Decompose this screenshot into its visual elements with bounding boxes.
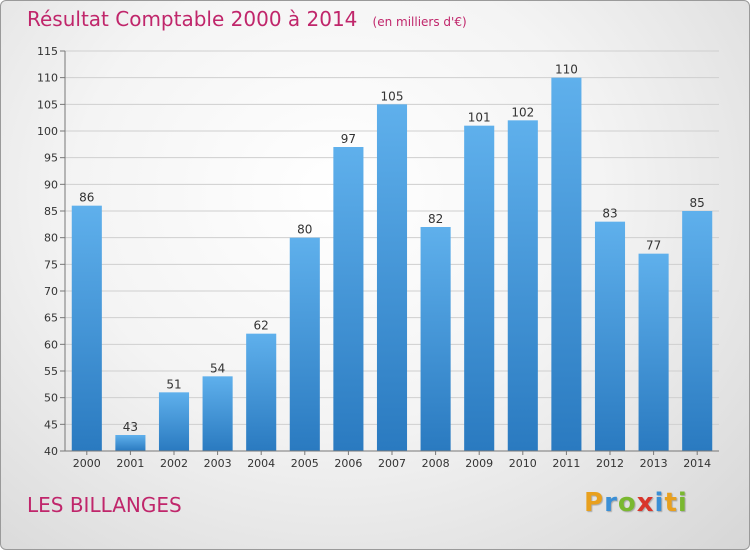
bar-value-label: 86 [79, 191, 94, 205]
x-tick-label: 2012 [596, 457, 624, 470]
bar-value-label: 110 [555, 63, 578, 77]
x-tick-label: 2005 [291, 457, 319, 470]
x-tick-label: 2006 [334, 457, 362, 470]
bar [420, 227, 451, 451]
bar-value-label: 80 [297, 223, 312, 237]
logo-letter: i [654, 488, 665, 518]
bar-value-label: 54 [210, 361, 225, 375]
chart-title: Résultat Comptable 2000 à 2014 [27, 7, 358, 31]
bar-value-label: 43 [123, 420, 138, 434]
x-tick-label: 2009 [465, 457, 493, 470]
logo-letter: x [636, 488, 655, 518]
y-tick-label: 105 [37, 98, 58, 111]
bar [71, 205, 102, 451]
bar [376, 104, 408, 451]
bar-value-label: 97 [341, 132, 356, 146]
x-tick-label: 2004 [247, 457, 275, 470]
bar [289, 237, 320, 451]
y-tick-label: 40 [44, 445, 58, 458]
y-tick-label: 80 [44, 232, 58, 245]
bar [464, 125, 495, 452]
logo-letter: P [584, 488, 605, 518]
bar [551, 77, 582, 452]
x-tick-label: 2003 [204, 457, 232, 470]
bar-value-label: 83 [602, 207, 617, 221]
x-tick-label: 2014 [683, 457, 711, 470]
bar-value-label: 102 [511, 105, 534, 119]
y-tick-label: 75 [44, 258, 58, 271]
logo-letter: o [617, 488, 637, 518]
x-tick-label: 2002 [160, 457, 188, 470]
x-tick-label: 2010 [509, 457, 537, 470]
y-tick-label: 60 [44, 338, 58, 351]
bar [682, 211, 713, 451]
y-tick-label: 65 [44, 312, 58, 325]
place-name: LES BILLANGES [27, 493, 182, 517]
bar-value-label: 82 [428, 212, 443, 226]
x-axis: 2000 2001 2002 2003 2004 2005 2006 2007 2008 2009… [65, 450, 719, 470]
x-tick-label: 2011 [552, 457, 580, 470]
y-tick-label: 90 [44, 178, 58, 191]
x-tick-label: 2001 [116, 457, 144, 470]
bar-value-label: 101 [468, 111, 491, 125]
proxiti-logo: Proxiti [584, 488, 688, 518]
x-tick-label: 2000 [73, 457, 101, 470]
bar-value-label: 105 [381, 89, 404, 103]
bar-value-label: 62 [254, 319, 269, 333]
bar [507, 120, 538, 451]
logo-letter: r [604, 488, 618, 518]
title-line: Résultat Comptable 2000 à 2014 (en milli… [27, 7, 467, 31]
bar [115, 435, 146, 451]
y-tick-label: 50 [44, 392, 58, 405]
x-tick-label: 2013 [640, 457, 668, 470]
bar [594, 221, 626, 451]
y-tick-label: 95 [44, 152, 58, 165]
y-tick-label: 85 [44, 205, 58, 218]
bar [246, 333, 277, 451]
bar-value-label: 85 [690, 196, 705, 210]
y-tick-label: 70 [44, 285, 58, 298]
y-tick-label: 45 [44, 418, 58, 431]
logo-letter: i [677, 488, 688, 518]
logo-letter: t [664, 488, 678, 518]
bar-value-label: 77 [646, 239, 661, 253]
bars: 86 43 51 54 62 80 97 105 82 101 102 110 83 77 85 [71, 63, 713, 452]
bar [158, 392, 190, 451]
y-tick-label: 55 [44, 365, 58, 378]
bar-value-label: 51 [166, 377, 181, 391]
y-axis: 40 45 50 55 60 65 70 75 80 85 90 95 100 105 110 115 [37, 45, 66, 458]
bar [333, 147, 364, 451]
x-tick-label: 2008 [422, 457, 450, 470]
y-tick-label: 110 [37, 72, 58, 85]
y-tick-label: 115 [37, 45, 58, 58]
chart-subtitle: (en milliers d'€) [372, 15, 467, 29]
x-tick-label: 2007 [378, 457, 406, 470]
bar [638, 253, 669, 451]
bar [202, 376, 233, 451]
y-tick-label: 100 [37, 125, 58, 138]
